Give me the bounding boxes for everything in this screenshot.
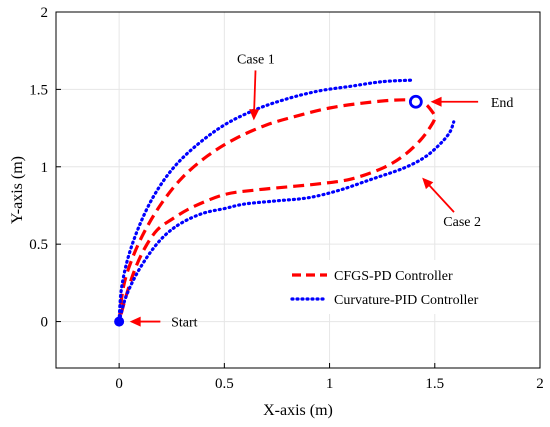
series-line-cfgs-pd-controller bbox=[117, 98, 437, 323]
x-tick-label: 0 bbox=[115, 376, 123, 392]
y-tick-label: 0 bbox=[41, 315, 49, 331]
annotation-end: End bbox=[491, 96, 514, 111]
y-tick-label: 0.5 bbox=[29, 237, 48, 253]
end-marker bbox=[408, 94, 423, 109]
x-axis-label: X-axis (m) bbox=[263, 402, 333, 419]
series-line-curvature-pid-controller bbox=[117, 78, 416, 324]
start-marker bbox=[114, 316, 125, 327]
plot-frame bbox=[55, 11, 541, 369]
y-tick-label: 1 bbox=[41, 160, 49, 176]
series-line-curvature-pid-controller bbox=[117, 120, 456, 324]
x-tick-label: 1 bbox=[326, 376, 334, 392]
annotation-arrow-case-1 bbox=[253, 70, 257, 115]
annotation-arrowhead-case-1 bbox=[249, 109, 260, 121]
series bbox=[117, 78, 456, 324]
annotations: Case 1 End Case 2 Start bbox=[129, 52, 514, 331]
legend-label-curvature-pid: Curvature-PID Controller bbox=[334, 293, 479, 308]
annotation-arrowhead-end bbox=[430, 96, 442, 107]
markers bbox=[114, 94, 423, 327]
legend-label-cfgs-pd: CFGS-PD Controller bbox=[334, 269, 453, 284]
y-axis-label: Y-axis (m) bbox=[9, 156, 26, 224]
x-tick-label: 2 bbox=[536, 376, 544, 392]
legend-box bbox=[282, 260, 504, 314]
annotation-arrowhead-start bbox=[129, 316, 141, 327]
x-tick-label: 0.5 bbox=[215, 376, 234, 392]
y-tick-label: 1.5 bbox=[29, 82, 48, 98]
annotation-arrowhead-case-2 bbox=[422, 177, 434, 190]
annotation-case-1: Case 1 bbox=[237, 52, 275, 67]
legend: CFGS-PD Controller Curvature-PID Control… bbox=[282, 260, 504, 314]
plot-area bbox=[56, 12, 540, 368]
y-tick-label: 2 bbox=[41, 5, 49, 21]
annotation-arrow-case-2 bbox=[425, 181, 455, 213]
annotation-case-2: Case 2 bbox=[443, 215, 481, 230]
ticks: 0 0.5 1 1.5 2 0 0.5 1 1.5 2 bbox=[29, 5, 544, 392]
annotation-start: Start bbox=[171, 316, 198, 331]
x-tick-label: 1.5 bbox=[425, 376, 444, 392]
